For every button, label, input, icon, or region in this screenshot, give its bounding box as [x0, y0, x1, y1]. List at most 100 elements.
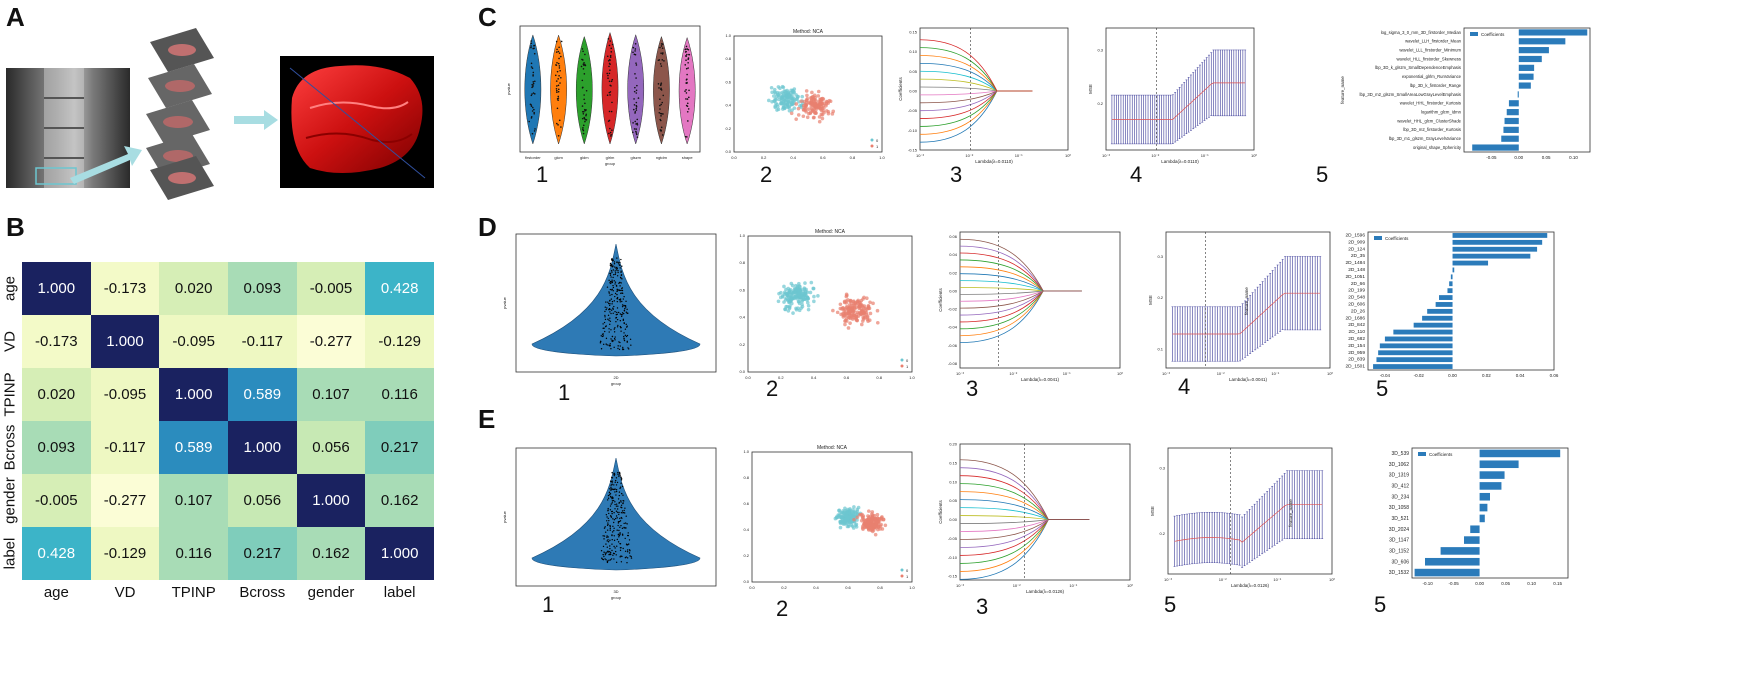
heatmap-cell: 0.116 [365, 368, 434, 421]
violin-point [617, 261, 619, 263]
scatter-point-class0 [840, 518, 845, 522]
violin-group-label: gldm [580, 155, 589, 160]
scatter-plot: Method: NCA 0.00.0 0.2 0.2 0.4 0.4 0.6 0.6 0.8 0.… [725, 29, 885, 160]
violin-point [581, 48, 584, 50]
violin-point [685, 92, 688, 94]
violin-point [620, 258, 622, 261]
violin-point [610, 484, 612, 486]
violin-point [615, 484, 618, 486]
violin-point [615, 515, 618, 517]
violin-point [620, 524, 622, 527]
legend-marker [870, 144, 874, 148]
violin-point [624, 334, 627, 337]
violin-point [611, 78, 614, 81]
scatter-point-class0 [834, 515, 839, 520]
violin-point [619, 473, 621, 475]
violin-point [619, 487, 621, 490]
violin-point [686, 73, 688, 76]
scatter-point-class1 [824, 99, 829, 104]
violin-point [613, 545, 615, 548]
scatter-ytick: 0.2 [725, 126, 731, 131]
violin-point [621, 305, 624, 308]
heatmap-cell: -0.129 [365, 315, 434, 368]
scatter-point-class0 [780, 94, 784, 99]
coefficient-bar [1384, 336, 1453, 342]
violin-point [607, 541, 610, 543]
violin-point [620, 315, 623, 318]
lasso-xtick: 10⁰ [1117, 371, 1123, 376]
heatmap-col-label: TPINP [171, 584, 216, 601]
violin-point [581, 58, 583, 61]
scatter-xtick: 0.4 [790, 155, 796, 160]
scatter-point-class1 [842, 299, 847, 304]
violin-point [532, 82, 535, 85]
scatter-point-class1 [855, 299, 860, 304]
heatmap-cell: -0.173 [90, 262, 160, 315]
heatmap-cell: 1.000 [90, 315, 160, 368]
scatter-point-class0 [789, 281, 794, 286]
scatter-point-class1 [861, 518, 866, 522]
violin-point [612, 554, 614, 556]
violin-point [620, 271, 622, 273]
scatter-point-class0 [797, 308, 802, 313]
violin-point [608, 65, 610, 68]
scatter-point-class1 [831, 308, 835, 313]
violin-point [618, 536, 620, 538]
scatter-xtick: 0.4 [811, 375, 817, 380]
scatter-point-class0 [806, 303, 811, 308]
mse-xlabel: Lambda(λ=0.0041) [1229, 377, 1267, 382]
violin-point [619, 542, 621, 545]
violin-point [610, 503, 612, 505]
violin-point [558, 74, 560, 77]
scatter-point-class0 [847, 520, 852, 525]
violin-point [614, 547, 616, 549]
violin-point [635, 64, 638, 66]
scatter-point-class0 [776, 107, 781, 112]
violin-point [585, 114, 587, 117]
scatter-point-class0 [792, 106, 797, 110]
violin-point [615, 285, 618, 287]
violin-point [620, 313, 623, 316]
scatter-point-class1 [865, 296, 869, 301]
violin-point [659, 108, 661, 110]
violin-point [554, 74, 557, 77]
heatmap-col-label: gender [307, 584, 355, 601]
violin-point [624, 507, 626, 509]
violin-point [621, 265, 623, 267]
scatter-ytick: 0.6 [725, 79, 731, 84]
violin-point [684, 55, 687, 57]
scatter-point-class1 [799, 99, 804, 103]
violin-point [617, 271, 619, 274]
legend-label: Coefficients [1481, 32, 1505, 37]
scatter-point-class1 [794, 102, 799, 106]
violin-point [612, 499, 615, 502]
violin-point [615, 510, 618, 512]
violin-ylabel: pvalue [502, 296, 507, 309]
legend-label: 0 [906, 568, 909, 573]
scatter-point-class0 [838, 525, 843, 530]
violin-point [609, 494, 611, 496]
scatter-point-class1 [845, 307, 850, 312]
coefficient-bar [1373, 364, 1453, 369]
scatter-point-class1 [822, 110, 826, 115]
violin-point [613, 273, 615, 276]
violin-point [608, 58, 611, 61]
violin-point [612, 518, 614, 520]
heatmap-cell: 0.428 [365, 262, 434, 315]
violin-point [609, 551, 612, 554]
coefficient-bar [1379, 343, 1453, 349]
violin-point [686, 102, 689, 105]
heatmap-cell: -0.277 [296, 315, 366, 368]
scatter-point-class0 [790, 296, 795, 300]
violin-group-label: glszm [630, 155, 641, 160]
coefficient-bar [1427, 308, 1453, 314]
coefficient-bar [1452, 233, 1548, 238]
violin-point [601, 335, 604, 338]
scatter-xtick: 0.6 [845, 585, 851, 590]
scatter-xtick: 0.6 [844, 375, 850, 380]
scatter-ytick: 0.4 [725, 103, 731, 108]
coefficient-label: 2D_35 [1351, 253, 1365, 259]
coefficient-bar [1393, 329, 1453, 335]
scatter-point-class1 [816, 94, 821, 98]
scatter-xtick: 1.0 [879, 155, 885, 160]
